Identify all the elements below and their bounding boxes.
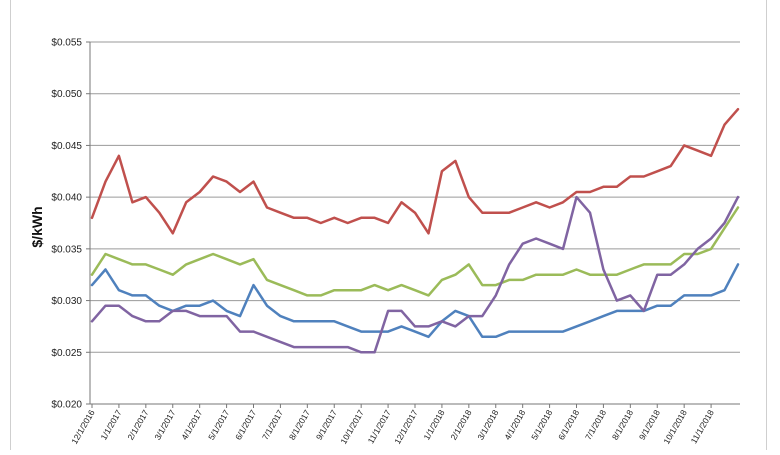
y-tick-label: $0.045 [51,141,82,152]
x-tick-label: 1/1/2018 [421,408,446,442]
x-tick-label: 12/1/2016 [69,408,97,446]
x-tick-label: 11/1/2018 [689,408,716,445]
x-tick-label: 9/1/2018 [637,408,662,442]
y-tick-label: $0.035 [51,244,82,255]
y-axis-title: $/kWh [29,206,45,247]
x-tick-label: 5/1/2017 [206,408,231,442]
gridlines [90,41,740,405]
x-tick-label: 2/1/2017 [125,408,150,442]
x-tick-label: 8/1/2017 [287,408,312,442]
x-tick-label: 4/1/2018 [502,408,527,442]
series-line-2 [90,263,740,339]
y-tick-label: $0.050 [51,89,82,100]
x-tick-label: 12/1/2017 [392,408,420,446]
y-tick-label: $0.040 [51,193,82,204]
series-line-3 [90,195,740,354]
x-tick-label: 10/1/2017 [338,408,366,446]
right-frame-line [766,0,767,450]
x-tick-label: 3/1/2017 [152,408,177,442]
x-tick-label: 7/1/2017 [260,408,285,442]
left-frame-line [10,0,11,450]
x-tick-label: 5/1/2018 [529,408,554,442]
x-tick-label: 4/1/2017 [179,408,204,442]
axes [86,41,740,408]
series-line-1 [90,206,740,297]
x-tick-label: 10/1/2018 [661,408,689,446]
series-line-0 [90,107,740,235]
x-tick-label: 1/1/2017 [98,408,123,442]
y-tick-label: $0.055 [51,38,82,49]
x-tick-label: 8/1/2018 [610,408,635,442]
x-tick-label: 2/1/2018 [448,408,473,442]
x-tick-label: 6/1/2018 [556,408,581,442]
y-tick-label: $0.020 [51,400,82,411]
y-tick-label: $0.025 [51,348,82,359]
series-lines [90,107,740,354]
x-tick-label: 3/1/2018 [475,408,500,442]
y-tick-label: $0.030 [51,296,82,307]
tick-labels: $0.020 $0.025 $0.030 $0.035 $0.040 $0.045 $0.0… [51,38,716,446]
x-tick-label: 11/1/2017 [366,408,393,445]
x-tick-label: 6/1/2017 [233,408,258,442]
x-tick-label: 9/1/2017 [314,408,339,442]
x-tick-label: 7/1/2018 [583,408,608,442]
